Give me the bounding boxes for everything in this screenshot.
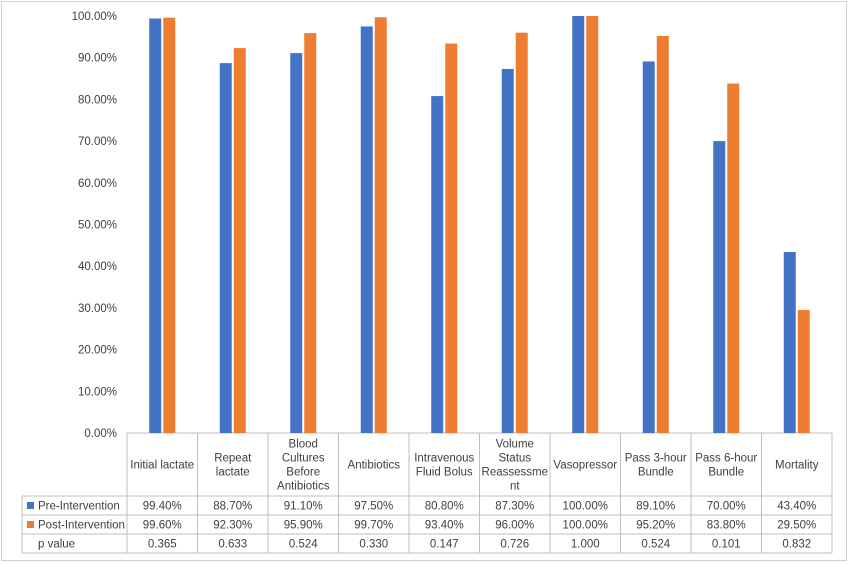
y-tick-label: 90.00%	[78, 53, 117, 65]
y-tick-label: 0.00%	[84, 428, 117, 440]
y-tick-label: 10.00%	[78, 386, 117, 398]
y-tick-label: 30.00%	[78, 303, 117, 315]
p-value-cell: 0.365	[148, 539, 177, 551]
data-cell: 70.00%	[707, 501, 746, 513]
p-value-cell: 0.524	[289, 539, 318, 551]
category-label: Antibiotics	[277, 481, 330, 493]
data-cell: 89.10%	[636, 501, 675, 513]
bar-post	[374, 17, 387, 433]
bar-pre	[783, 252, 796, 433]
category-label: Mortality	[775, 460, 819, 472]
category-label: Bundle	[708, 467, 744, 479]
p-value-cell: 0.633	[218, 539, 247, 551]
category-label: Reassessme	[482, 467, 548, 479]
category-label: Intravenous	[414, 453, 474, 465]
bar-post	[727, 83, 740, 433]
data-cell: 99.70%	[354, 520, 393, 532]
data-cell: 99.40%	[143, 501, 182, 513]
y-tick-label: 100.00%	[72, 11, 117, 23]
p-value-cell: 1.000	[571, 539, 600, 551]
bar-post	[586, 16, 599, 433]
y-tick-label: 70.00%	[78, 136, 117, 148]
y-tick-label: 50.00%	[78, 220, 117, 232]
bar-pre	[501, 68, 514, 434]
bar-post	[163, 17, 176, 433]
data-cell: 29.50%	[777, 520, 816, 532]
data-cell: 95.20%	[636, 520, 675, 532]
category-label: Fluid Bolus	[416, 467, 473, 479]
data-cell: 92.30%	[213, 520, 252, 532]
y-tick-label: 60.00%	[78, 178, 117, 190]
data-cell: 43.40%	[777, 501, 816, 513]
data-cell: 91.10%	[284, 501, 323, 513]
bar-post	[304, 33, 317, 434]
data-cell: 100.00%	[563, 520, 608, 532]
category-label: Initial lactate	[130, 460, 194, 472]
bar-pre	[360, 26, 373, 434]
p-value-cell: 0.524	[641, 539, 670, 551]
data-cell: 80.80%	[425, 501, 464, 513]
bar-post	[233, 48, 246, 433]
data-cell: 83.80%	[707, 520, 746, 532]
bar-pre	[290, 53, 303, 433]
category-label: Repeat	[214, 453, 252, 465]
data-cell: 97.50%	[354, 501, 393, 513]
category-label: Blood	[289, 439, 318, 451]
category-label: Cultures	[282, 453, 325, 465]
category-label: Status	[498, 453, 531, 465]
bar-pre	[642, 61, 655, 433]
bar-pre	[431, 96, 444, 434]
bar-pre	[219, 63, 232, 433]
data-cell: 87.30%	[495, 501, 534, 513]
bar-pre	[149, 18, 162, 433]
bar-post	[445, 43, 458, 433]
y-tick-label: 20.00%	[78, 345, 117, 357]
category-label: Before	[286, 467, 320, 479]
legend-key-post	[27, 521, 34, 528]
y-tick-label: 40.00%	[78, 261, 117, 273]
data-cell: 100.00%	[563, 501, 608, 513]
p-value-cell: 0.101	[712, 539, 741, 551]
category-label: Pass 6-hour	[695, 453, 757, 465]
legend-key-pre	[27, 502, 34, 509]
bar-post	[797, 309, 810, 433]
bar-post	[656, 36, 669, 434]
category-label: nt	[510, 481, 520, 493]
data-cell: 93.40%	[425, 520, 464, 532]
y-tick-label: 80.00%	[78, 94, 117, 106]
p-value-cell: 0.330	[359, 539, 388, 551]
category-label: Vasopressor	[553, 460, 617, 472]
series-row-label: Pre-Intervention	[38, 501, 120, 513]
p-value-cell: 0.147	[430, 539, 459, 551]
category-label: Antibiotics	[348, 460, 401, 472]
category-label: lactate	[216, 467, 250, 479]
bar-pre	[713, 141, 726, 433]
bar-post	[515, 32, 528, 434]
data-cell: 99.60%	[143, 520, 182, 532]
p-value-cell: 0.832	[782, 539, 811, 551]
data-cell: 88.70%	[213, 501, 252, 513]
series-row-label: Post-Intervention	[38, 520, 125, 532]
category-label: Bundle	[638, 467, 674, 479]
p-value-row-label: p value	[38, 539, 75, 551]
data-cell: 96.00%	[495, 520, 534, 532]
category-label: Pass 3-hour	[625, 453, 687, 465]
p-value-cell: 0.726	[500, 539, 529, 551]
data-cell: 95.90%	[284, 520, 323, 532]
category-label: Volume	[496, 439, 534, 451]
bar-pre	[572, 16, 585, 433]
